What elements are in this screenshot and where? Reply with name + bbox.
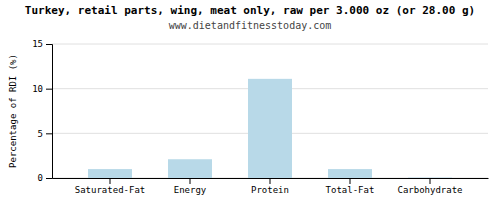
y-tick-mark xyxy=(46,89,52,90)
plot-area: 0 5 10 15 Saturated-Fat Energy Protein Total-Fa… xyxy=(32,39,488,195)
bar xyxy=(168,159,212,178)
bar xyxy=(248,79,292,178)
y-tick-mark xyxy=(46,133,52,134)
grid xyxy=(52,44,488,178)
bar xyxy=(328,169,372,178)
x-tick: Energy xyxy=(174,178,207,195)
x-tick-label: Protein xyxy=(251,185,289,195)
y-tick: 5 xyxy=(38,129,52,139)
x-tick-label: Saturated-Fat xyxy=(75,185,145,195)
y-tick: 10 xyxy=(32,84,52,94)
y-axis: 0 5 10 15 xyxy=(32,39,52,183)
x-tick-mark xyxy=(190,178,191,184)
x-tick-label: Carbohydrate xyxy=(397,185,462,195)
x-tick: Total-Fat xyxy=(326,178,375,195)
subtitle: www.dietandfitnesstoday.com xyxy=(169,20,332,31)
chart-svg: Turkey, retail parts, wing, meat only, r… xyxy=(0,0,500,200)
x-tick: Protein xyxy=(251,178,289,195)
x-tick: Saturated-Fat xyxy=(75,178,145,195)
y-tick-label: 15 xyxy=(32,39,43,49)
bar xyxy=(88,169,132,178)
y-tick-label: 5 xyxy=(38,129,43,139)
x-tick-mark xyxy=(430,178,431,184)
y-tick-mark xyxy=(46,178,52,179)
y-tick-label: 0 xyxy=(38,173,43,183)
y-axis-title: Percentage of RDI (%) xyxy=(8,54,18,168)
x-tick: Carbohydrate xyxy=(397,178,462,195)
x-axis: Saturated-Fat Energy Protein Total-Fat Carbo… xyxy=(53,178,489,195)
grid-line xyxy=(52,44,488,45)
x-tick-mark xyxy=(270,178,271,184)
x-tick-label: Energy xyxy=(174,185,207,195)
y-tick-mark xyxy=(46,44,52,45)
x-tick-mark xyxy=(350,178,351,184)
x-tick-label: Total-Fat xyxy=(326,185,375,195)
y-axis-line xyxy=(46,45,53,179)
bars xyxy=(88,79,452,178)
y-tick-label: 10 xyxy=(32,84,43,94)
x-tick-mark xyxy=(110,178,111,184)
y-tick: 15 xyxy=(32,39,52,49)
title: Turkey, retail parts, wing, meat only, r… xyxy=(25,4,475,17)
bar xyxy=(408,177,452,178)
y-tick: 0 xyxy=(38,173,52,183)
chart-container: Turkey, retail parts, wing, meat only, r… xyxy=(0,0,500,200)
